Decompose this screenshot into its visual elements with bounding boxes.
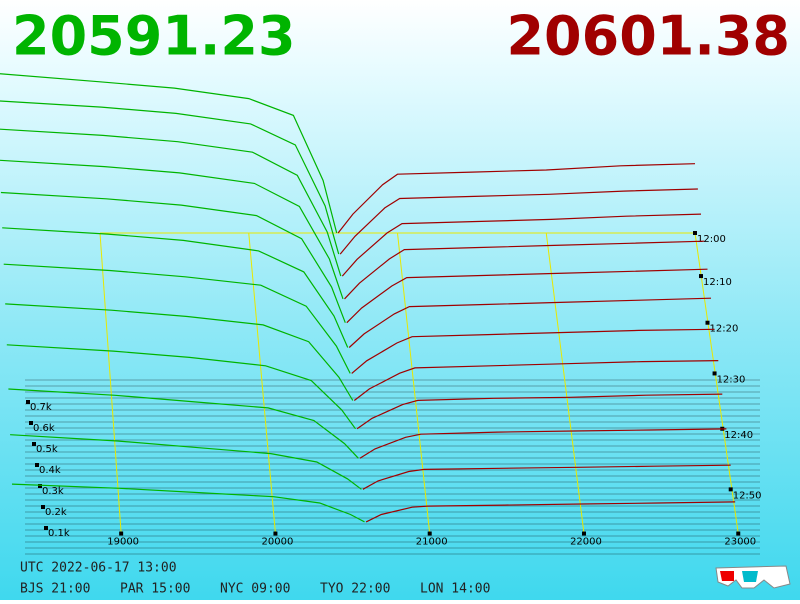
bid-depth-line xyxy=(0,191,346,323)
grid-line xyxy=(545,232,585,534)
ask-depth-line xyxy=(356,393,723,430)
bid-depth-line xyxy=(0,100,340,255)
time-tick-label: 12:30 xyxy=(717,374,746,385)
tick-mark xyxy=(699,274,703,279)
z-tick-label: 0.4k xyxy=(39,465,61,476)
ask-depth-line xyxy=(362,464,731,490)
ask-depth-line xyxy=(346,268,708,324)
x-tick-label: 21000 xyxy=(416,537,448,548)
grid-line xyxy=(248,232,276,534)
time-tick-label: 12:20 xyxy=(710,324,739,335)
city-time: TYO 22:00 xyxy=(320,582,390,597)
z-tick-label: 0.5k xyxy=(36,444,58,455)
ask-depth-line xyxy=(365,501,736,523)
x-tick-label: 22000 xyxy=(570,537,602,548)
time-tick-label: 12:10 xyxy=(703,277,732,288)
bid-depth-line xyxy=(2,227,349,348)
bid-depth-line xyxy=(8,388,359,459)
tick-mark xyxy=(728,487,733,492)
tick-mark xyxy=(119,531,124,536)
tick-mark xyxy=(581,531,586,536)
bid-depth-line xyxy=(5,303,354,401)
city-time: BJS 21:00 xyxy=(20,582,90,597)
x-tick-label: 23000 xyxy=(724,537,756,548)
grid-line xyxy=(99,232,122,534)
z-tick-label: 0.6k xyxy=(33,423,55,434)
tick-mark xyxy=(705,320,710,325)
ask-depth-line xyxy=(341,213,702,277)
ask-depth-line xyxy=(339,188,698,255)
bid-depth-line xyxy=(10,434,362,490)
ask-depth-line xyxy=(359,428,727,459)
tick-mark xyxy=(44,526,48,530)
bid-depth-line xyxy=(0,128,342,277)
z-tick-label: 0.7k xyxy=(30,402,52,413)
grid-line xyxy=(397,232,431,534)
ask-depth-line xyxy=(337,163,696,234)
tick-mark xyxy=(273,531,278,536)
ask-price: 20601.38 xyxy=(506,5,790,68)
bid-price: 20591.23 xyxy=(12,5,296,68)
bid-depth-line xyxy=(0,159,344,300)
x-tick-label: 20000 xyxy=(262,537,294,548)
city-time: LON 14:00 xyxy=(420,582,490,597)
tick-mark xyxy=(693,231,697,235)
bid-depth-line xyxy=(6,344,356,430)
ask-depth-line xyxy=(348,297,712,348)
z-tick-label: 0.3k xyxy=(42,486,64,497)
ask-depth-line xyxy=(351,328,715,374)
x-tick-label: 19000 xyxy=(107,537,139,548)
city-time: NYC 09:00 xyxy=(220,582,290,597)
bid-depth-line xyxy=(0,73,338,234)
grid-line xyxy=(694,232,739,534)
tick-mark xyxy=(32,442,36,446)
tick-mark xyxy=(35,463,39,467)
utc-time: UTC 2022-06-17 13:00 xyxy=(20,561,177,576)
tick-mark xyxy=(427,531,432,536)
ask-depth-line xyxy=(353,360,719,401)
glasses-icon xyxy=(715,565,791,589)
tick-mark xyxy=(29,421,33,425)
city-time: PAR 15:00 xyxy=(120,582,190,597)
bid-depth-line xyxy=(11,483,365,523)
bid-depth-line xyxy=(3,263,351,374)
ask-depth-line xyxy=(344,240,705,300)
time-tick-label: 12:40 xyxy=(724,430,753,441)
tick-mark xyxy=(38,484,42,488)
time-tick-label: 12:50 xyxy=(733,490,762,501)
tick-mark xyxy=(41,505,45,509)
z-tick-label: 0.2k xyxy=(45,507,67,518)
z-tick-label: 0.1k xyxy=(48,528,70,539)
tick-mark xyxy=(26,400,30,404)
time-tick-label: 12:00 xyxy=(697,234,726,245)
tick-mark xyxy=(712,371,717,376)
tick-mark xyxy=(736,531,741,536)
